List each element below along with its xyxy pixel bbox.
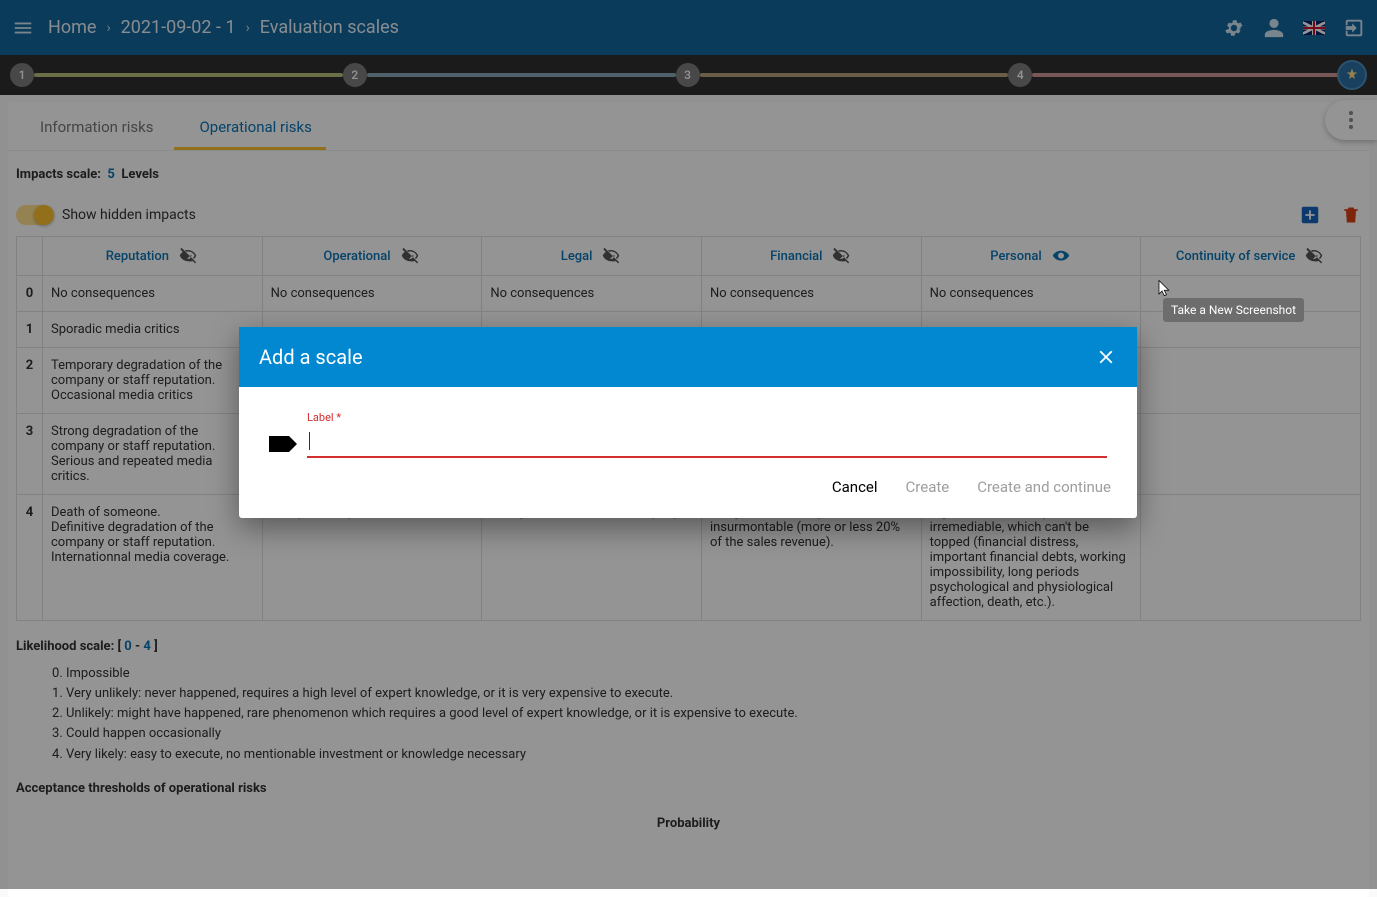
- modal-title: Add a scale: [259, 345, 363, 369]
- add-scale-modal: Add a scale Label * Cancel Create Create…: [239, 327, 1137, 518]
- close-icon[interactable]: [1095, 346, 1117, 368]
- create-and-continue-button[interactable]: Create and continue: [977, 478, 1111, 496]
- label-input[interactable]: [307, 427, 1107, 458]
- tooltip: Take a New Screenshot: [1163, 298, 1304, 322]
- label-icon: [269, 436, 289, 452]
- field-label: Label: [307, 411, 334, 424]
- create-button[interactable]: Create: [906, 478, 950, 496]
- cancel-button[interactable]: Cancel: [832, 478, 878, 496]
